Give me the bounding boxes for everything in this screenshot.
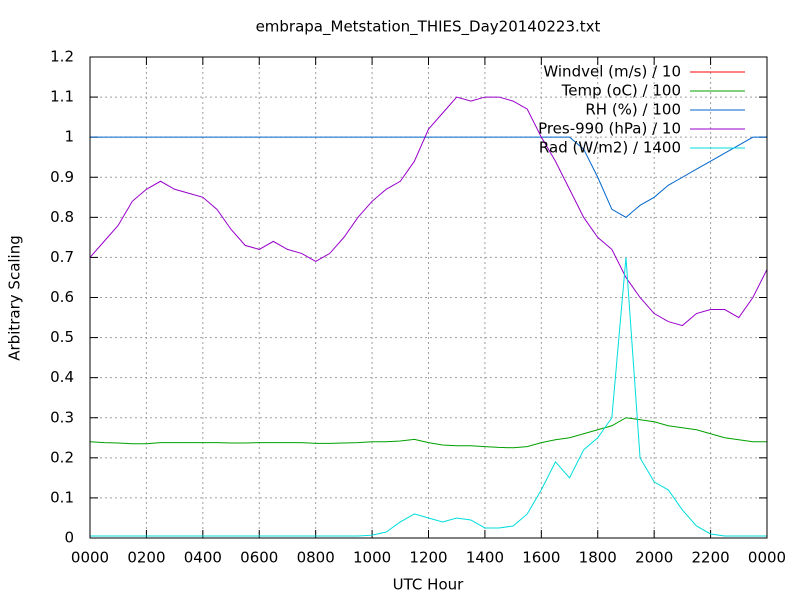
x-tick-label: 1200 xyxy=(409,549,447,567)
x-tick-label: 1800 xyxy=(579,549,617,567)
plot-frame xyxy=(89,56,768,539)
x-tick-label: 1000 xyxy=(353,549,391,567)
y-tick-label: 1 xyxy=(64,128,74,146)
x-tick-label: 1400 xyxy=(466,549,504,567)
x-tick-label: 0000 xyxy=(748,549,786,567)
y-tick-label: 1.2 xyxy=(50,48,74,66)
x-axis-label: UTC Hour xyxy=(393,576,464,594)
legend-label: Temp (oC) / 100 xyxy=(561,82,681,100)
series-line xyxy=(90,257,767,537)
legend-label: Rad (W/m2) / 1400 xyxy=(539,139,681,157)
y-tick-label: 0.3 xyxy=(50,408,74,426)
y-tick-label: 0.1 xyxy=(50,488,74,506)
x-tick-label: 0000 xyxy=(71,549,109,567)
y-axis-label: Arbitrary Scaling xyxy=(6,235,24,361)
y-tick-label: 1.1 xyxy=(50,88,74,106)
series-line xyxy=(89,96,768,327)
y-tick-label: 0.5 xyxy=(50,328,74,346)
series-line xyxy=(89,417,767,449)
y-tick-label: 0.8 xyxy=(50,208,74,226)
x-tick-label: 2200 xyxy=(691,549,729,567)
x-tick-label: 0200 xyxy=(127,549,165,567)
y-tick-label: 0.4 xyxy=(50,368,74,386)
x-tick-label: 0400 xyxy=(184,549,222,567)
y-tick-label: 0.7 xyxy=(50,248,74,266)
x-tick-label: 1600 xyxy=(522,549,560,567)
y-tick-label: 0.9 xyxy=(50,168,74,186)
series-line xyxy=(90,136,767,218)
y-tick-label: 0 xyxy=(64,529,74,547)
legend-label: RH (%) / 100 xyxy=(585,101,681,119)
x-tick-label: 0800 xyxy=(297,549,335,567)
x-tick-label: 0600 xyxy=(240,549,278,567)
y-tick-label: 0.2 xyxy=(50,448,74,466)
legend-label: Windvel (m/s) / 10 xyxy=(543,63,681,81)
x-tick-label: 2000 xyxy=(635,549,673,567)
chart-title: embrapa_Metstation_THIES_Day20140223.txt xyxy=(256,18,601,37)
legend-label: Pres-990 (hPa) / 10 xyxy=(538,120,681,138)
y-tick-label: 0.6 xyxy=(50,288,74,306)
